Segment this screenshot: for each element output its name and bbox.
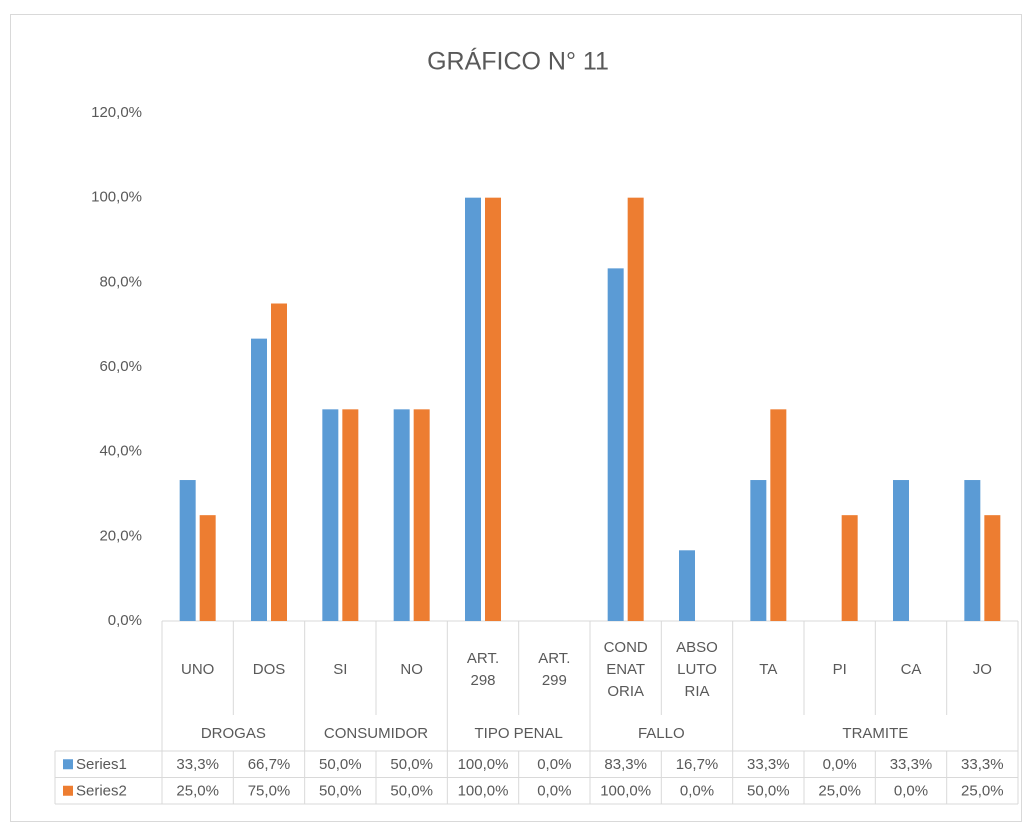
y-tick-label: 80,0% <box>99 273 142 290</box>
x-tick-label: ABSO LUTO RIA <box>676 639 718 700</box>
bar <box>251 338 267 621</box>
legend-label: Series2 <box>76 783 127 800</box>
table-value: 50,0% <box>390 783 433 800</box>
table-value: 0,0% <box>680 783 714 800</box>
y-tick-label: 40,0% <box>99 443 142 460</box>
x-tick-label: ART. 299 <box>538 650 570 689</box>
bar <box>770 409 787 621</box>
group-label: TRAMITE <box>842 725 908 742</box>
table-value: 33,3% <box>747 756 790 773</box>
table-value: 33,3% <box>890 756 933 773</box>
table-value: 25,0% <box>818 783 861 800</box>
y-tick-label: 60,0% <box>99 358 142 375</box>
chart-border <box>10 14 1022 822</box>
bar <box>964 480 981 621</box>
y-tick-label: 120,0% <box>91 104 142 121</box>
bar <box>342 409 359 621</box>
bar <box>750 480 767 621</box>
x-tick-label: UNO <box>181 661 214 678</box>
y-tick-label: 20,0% <box>99 527 142 544</box>
table-value: 83,3% <box>604 756 647 773</box>
legend-swatch <box>63 785 73 796</box>
table-value: 50,0% <box>747 783 790 800</box>
bar <box>485 197 501 621</box>
group-label: CONSUMIDOR <box>324 725 428 742</box>
table-value: 50,0% <box>319 783 362 800</box>
table-value: 25,0% <box>961 783 1004 800</box>
bar <box>199 515 216 621</box>
bar <box>627 197 644 621</box>
x-tick-label: TA <box>759 661 777 678</box>
bar <box>322 409 339 621</box>
bar <box>893 480 909 621</box>
bar <box>465 197 481 621</box>
table-value: 0,0% <box>894 783 928 800</box>
x-tick-label: COND ENAT ORIA <box>604 639 648 700</box>
bar <box>179 480 196 621</box>
x-tick-label: NO <box>400 661 423 678</box>
bar <box>271 303 287 621</box>
bar <box>393 409 410 621</box>
bar <box>984 515 1001 621</box>
table-value: 33,3% <box>961 756 1004 773</box>
table-value: 75,0% <box>248 783 291 800</box>
x-tick-label: PI <box>833 661 847 678</box>
y-tick-label: 100,0% <box>91 189 142 206</box>
table-value: 16,7% <box>676 756 719 773</box>
bar <box>679 550 695 621</box>
x-tick-label: JO <box>973 661 992 678</box>
group-label: DROGAS <box>201 725 266 742</box>
y-tick-label: 0,0% <box>108 612 142 629</box>
bar <box>841 515 858 621</box>
x-tick-label: SI <box>333 661 347 678</box>
table-value: 50,0% <box>319 756 362 773</box>
table-value: 0,0% <box>537 756 571 773</box>
table-value: 0,0% <box>537 783 571 800</box>
group-label: TIPO PENAL <box>474 725 562 742</box>
x-tick-label: DOS <box>253 661 286 678</box>
table-value: 100,0% <box>600 783 651 800</box>
table-value: 50,0% <box>390 756 433 773</box>
table-value: 100,0% <box>458 783 509 800</box>
table-value: 0,0% <box>823 756 857 773</box>
legend-swatch <box>63 759 73 770</box>
table-value: 33,3% <box>176 756 219 773</box>
legend-label: Series1 <box>76 756 127 773</box>
table-value: 66,7% <box>248 756 291 773</box>
x-tick-label: CA <box>901 661 922 678</box>
table-value: 100,0% <box>458 756 509 773</box>
bar <box>413 409 430 621</box>
table-value: 25,0% <box>176 783 219 800</box>
bar <box>607 268 624 621</box>
group-label: FALLO <box>638 725 685 742</box>
x-tick-label: ART. 298 <box>467 650 499 689</box>
chart-title: GRÁFICO N° 11 <box>427 47 609 76</box>
